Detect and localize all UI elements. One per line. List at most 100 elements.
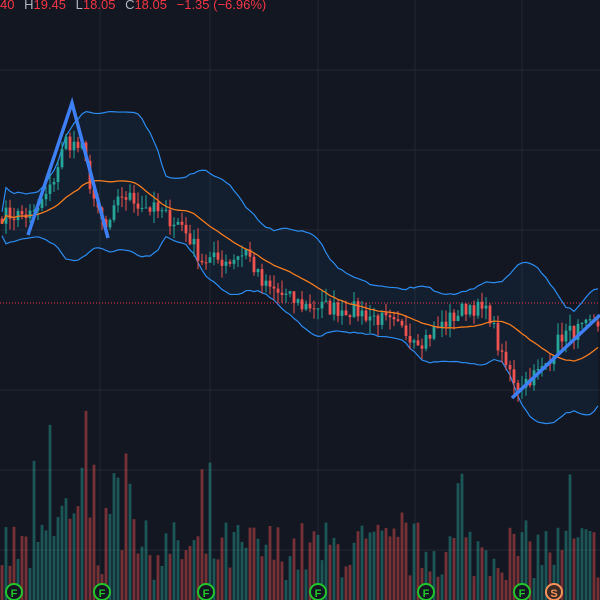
candle-body — [564, 330, 568, 342]
volume-bar — [52, 536, 56, 600]
candle-body — [60, 148, 64, 168]
volume-bar — [152, 579, 156, 600]
financials-marker[interactable]: F — [93, 583, 111, 600]
volume-bar — [228, 567, 232, 600]
volume-bar — [556, 527, 560, 600]
volume-bar — [284, 579, 288, 600]
volume-bar — [256, 538, 260, 600]
candle-body — [208, 257, 212, 263]
volume-bar — [476, 541, 480, 600]
volume-bar — [452, 537, 456, 600]
volume-bar — [368, 532, 372, 600]
volume-bar — [76, 506, 80, 600]
volume-bar — [268, 526, 272, 600]
candle-body — [124, 197, 128, 200]
candle-body — [504, 351, 508, 366]
candle-body — [196, 238, 200, 261]
candle-body — [284, 293, 288, 295]
candle-body — [72, 141, 76, 151]
candle-body — [384, 312, 388, 316]
volume-bar — [308, 542, 312, 600]
candle-body — [184, 224, 188, 234]
candle-body — [372, 315, 376, 317]
volume-bar — [88, 517, 92, 600]
volume-bar — [544, 531, 548, 600]
volume-bar — [144, 520, 148, 600]
candle-body — [580, 323, 584, 325]
volume-bar — [484, 550, 488, 600]
volume-bar — [568, 474, 572, 600]
candle-body — [584, 319, 588, 324]
volume-bar — [112, 473, 116, 600]
volume-bar — [464, 537, 468, 600]
volume-bar — [80, 467, 84, 600]
candle-body — [556, 334, 560, 356]
candle-body — [448, 312, 452, 327]
candle-body — [68, 136, 72, 151]
volume-bar — [172, 522, 176, 600]
candle-body — [500, 350, 504, 352]
volume-bar — [68, 518, 72, 600]
volume-bar — [352, 542, 356, 600]
candle-body — [344, 310, 348, 316]
volume-bar — [416, 522, 420, 600]
split-marker[interactable]: S — [545, 583, 563, 600]
volume-bar — [412, 523, 416, 600]
financials-marker[interactable]: F — [309, 583, 327, 600]
volume-bar — [232, 532, 236, 600]
open-value: 40 — [0, 0, 15, 12]
volume-bar — [248, 527, 252, 600]
candle-body — [256, 269, 260, 273]
financials-marker[interactable]: F — [5, 583, 23, 600]
candle-body — [388, 315, 392, 318]
volume-bar — [24, 536, 28, 600]
volume-bar — [488, 576, 492, 600]
volume-bar — [292, 538, 296, 600]
volume-bar — [408, 575, 412, 600]
volume-bar — [168, 553, 172, 600]
volume-bar — [0, 565, 4, 600]
candle-body — [204, 262, 208, 264]
candle-body — [588, 319, 592, 321]
volume-bar — [36, 542, 40, 600]
candle-body — [248, 249, 252, 257]
candle-body — [368, 316, 372, 321]
low-value: 18.05 — [82, 0, 116, 12]
candle-body — [332, 302, 336, 315]
candle-body — [512, 369, 516, 383]
bollinger-fill — [2, 111, 598, 424]
volume-bar — [332, 537, 336, 600]
financials-marker[interactable]: F — [513, 583, 531, 600]
volume-bar — [564, 530, 568, 600]
volume-bar — [216, 559, 220, 600]
candle-body — [316, 308, 320, 310]
candle-body — [280, 292, 284, 295]
low-label: L — [75, 0, 83, 12]
volume-bar — [436, 576, 440, 600]
volume-bar — [244, 547, 248, 600]
volume-bar — [192, 540, 196, 600]
candle-body — [508, 365, 512, 370]
volume-bar — [380, 530, 384, 600]
volume-bar — [480, 547, 484, 600]
candle-body — [232, 259, 236, 264]
financials-marker[interactable]: F — [197, 583, 215, 600]
volume-bar — [404, 522, 408, 600]
financials-marker[interactable]: F — [417, 583, 435, 600]
volume-bar — [596, 577, 600, 600]
volume-bar — [84, 410, 88, 600]
volume-bar — [132, 519, 136, 600]
candle-body — [8, 207, 12, 219]
volume-bar — [104, 507, 108, 600]
volume-bar — [60, 505, 64, 600]
candle-body — [336, 302, 340, 316]
volume-bar — [288, 556, 292, 600]
candle-body — [228, 261, 232, 264]
volume-bar — [560, 550, 564, 600]
candle-body — [300, 299, 304, 310]
volume-bar — [384, 528, 388, 600]
candle-body — [164, 209, 168, 211]
candle-body — [464, 303, 468, 315]
